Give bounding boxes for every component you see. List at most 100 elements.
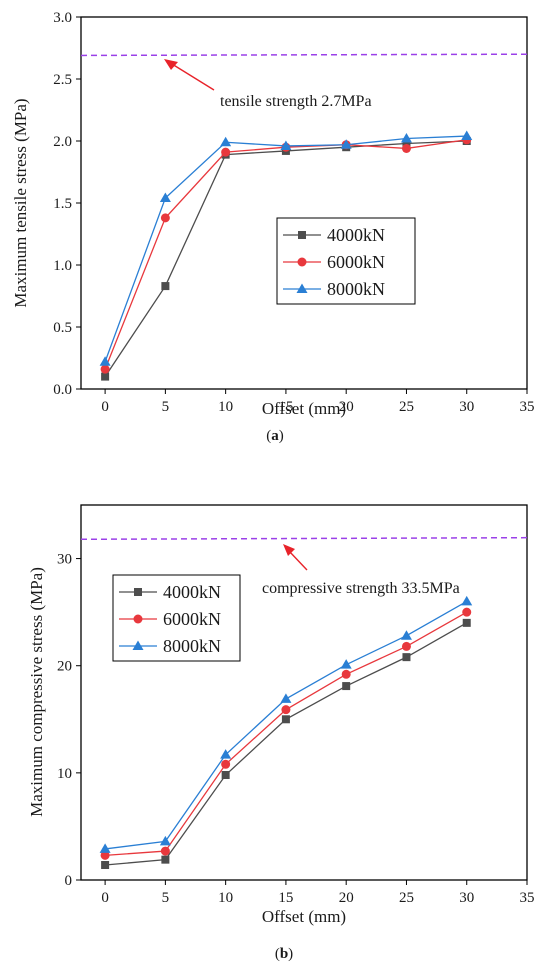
data-point (462, 607, 472, 617)
data-point (100, 364, 110, 374)
data-point (161, 282, 170, 291)
panel-a-chart: 0 5 10 15 20 25 30 35 0.0 0.5 1.0 1.5 2.0 2.5 3.0 ten… (11, 10, 535, 444)
panel-b-chart: 0 5 10 15 20 25 30 35 0 10 20 30 compressive stren… (27, 504, 535, 962)
x-tick-label: 15 (278, 399, 293, 415)
annotation-arrow-head (283, 544, 295, 556)
y-tick-label: 0.0 (53, 382, 72, 398)
legend-item: 6000kN (119, 609, 221, 629)
x-axis-title: Offset (mm) (262, 907, 346, 926)
legend-item: 4000kN (283, 225, 385, 245)
legend: 4000kN 6000kN 8000kN (276, 217, 416, 305)
legend-label: 4000kN (163, 582, 221, 602)
legend-label: 8000kN (327, 279, 385, 299)
legend-item: 6000kN (283, 252, 385, 272)
legend-swatch-marker (298, 231, 306, 239)
strength-reference-line (80, 536, 528, 541)
y-tick-label: 0.5 (53, 320, 72, 336)
plot-frame (80, 16, 528, 390)
annotation-arrow-shaft (171, 63, 215, 91)
data-point (281, 715, 290, 724)
data-point (220, 136, 232, 147)
data-point (402, 653, 411, 662)
x-tick-label: 35 (520, 890, 535, 906)
data-point (400, 630, 412, 640)
data-point (342, 682, 351, 691)
data-point (159, 192, 171, 203)
y-tick-label: 3.0 (53, 10, 72, 26)
x-tick-label: 15 (278, 890, 293, 906)
plot-frame (80, 504, 528, 881)
data-point (99, 356, 111, 366)
data-point (160, 846, 170, 856)
x-axis-ticks: 0 5 10 15 20 25 30 35 (101, 880, 535, 906)
data-point (221, 771, 230, 779)
legend-label: 6000kN (327, 252, 385, 272)
data-point (462, 618, 471, 627)
legend-label: 4000kN (327, 225, 385, 245)
x-tick-label: 5 (162, 399, 170, 415)
legend-item: 4000kN (119, 582, 221, 602)
legend-label: 6000kN (163, 609, 221, 629)
data-point (159, 835, 171, 846)
data-point (401, 143, 411, 153)
data-point (461, 130, 473, 141)
strength-annotation: compressive strength 33.5MPa (262, 580, 460, 597)
data-point (401, 641, 411, 651)
legend-swatch-marker (132, 640, 144, 650)
data-point (99, 843, 111, 853)
y-axis-ticks: 0.0 0.5 1.0 1.5 2.0 2.5 3.0 (53, 10, 81, 398)
x-tick-label: 20 (339, 399, 354, 415)
series-layer (99, 595, 473, 869)
series-8000kN (99, 130, 473, 366)
data-point (160, 213, 170, 223)
y-tick-label: 2.0 (53, 134, 72, 150)
annotation-arrow-shaft (288, 550, 308, 571)
y-tick-label: 30 (57, 552, 72, 568)
x-tick-label: 0 (101, 399, 109, 415)
x-tick-label: 0 (101, 890, 109, 906)
data-point (161, 855, 170, 864)
x-axis-title: Offset (mm) (262, 399, 346, 418)
x-tick-label: 20 (339, 890, 354, 906)
data-point (400, 133, 412, 143)
series-layer (99, 130, 473, 381)
data-point (340, 659, 352, 669)
series-4000kN (101, 618, 471, 869)
data-point (220, 749, 232, 759)
legend-label: 8000kN (163, 636, 221, 656)
data-point (340, 139, 352, 149)
legend-swatch-marker (134, 588, 142, 596)
panel-caption: (b) (275, 946, 293, 962)
data-point (280, 693, 292, 703)
legend-swatch-marker (296, 283, 308, 293)
data-point (280, 140, 292, 150)
x-tick-label: 5 (162, 890, 170, 906)
legend-item: 8000kN (283, 279, 385, 299)
series-8000kN (99, 595, 473, 853)
y-tick-label: 0 (65, 873, 73, 889)
annotation-arrow-head (164, 59, 178, 70)
x-tick-label: 35 (520, 399, 535, 415)
y-tick-label: 2.5 (53, 72, 72, 88)
y-tick-label: 1.5 (53, 196, 72, 212)
data-point (100, 850, 110, 860)
y-tick-label: 20 (57, 659, 72, 675)
data-point (402, 139, 411, 148)
data-point (101, 861, 110, 869)
strength-annotation: tensile strength 2.7MPa (220, 93, 372, 110)
x-tick-label: 30 (459, 399, 474, 415)
series-6000kN (100, 607, 472, 860)
data-point (341, 669, 351, 679)
y-axis-title: Maximum tensile stress (MPa) (11, 98, 30, 307)
y-axis-ticks: 0 10 20 30 (57, 552, 81, 889)
x-tick-label: 25 (399, 890, 414, 906)
strength-reference-line (80, 53, 528, 57)
x-axis-ticks: 0 5 10 15 20 25 30 35 (101, 389, 535, 415)
legend-swatch-marker (297, 257, 307, 267)
x-tick-label: 10 (218, 399, 233, 415)
x-tick-label: 10 (218, 890, 233, 906)
y-axis-title: Maximum compressive stress (MPa) (27, 567, 46, 817)
data-point (281, 705, 291, 715)
panel-caption: (a) (266, 428, 284, 444)
